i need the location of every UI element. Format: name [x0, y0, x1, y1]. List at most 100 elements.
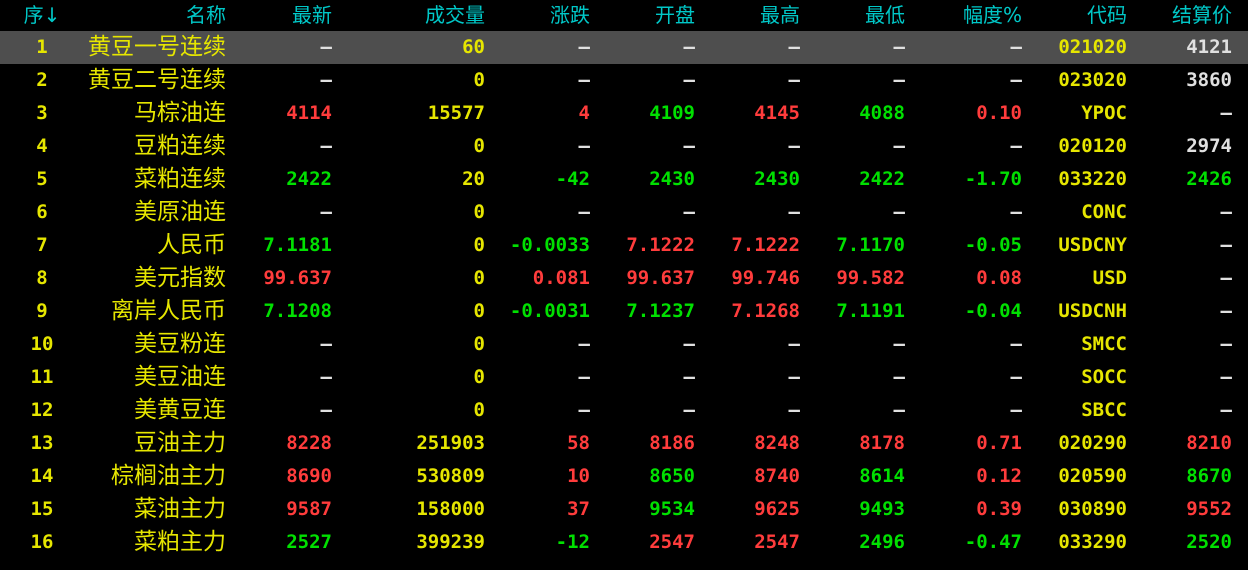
- column-header-volume[interactable]: 成交量: [425, 3, 485, 27]
- code-cell: 033220: [1058, 168, 1127, 190]
- low-cell: —: [893, 333, 905, 355]
- last-cell: —: [320, 201, 332, 223]
- code-cell: 021020: [1058, 36, 1127, 58]
- table-row[interactable]: 7 人民币 7.1181 0 -0.0033 7.1222 7.1222 7.1170 -0.0…: [0, 229, 1248, 262]
- name-cell: 美豆粉连: [134, 331, 226, 357]
- table-row[interactable]: 9 离岸人民币 7.1208 0 -0.0031 7.1237 7.1268 7.1191 -0…: [0, 295, 1248, 328]
- table-row[interactable]: 15 菜油主力 9587 158000 37 9534 9625 9493 0.39 030890…: [0, 493, 1248, 526]
- change-pct-cell: —: [1010, 399, 1022, 421]
- settle-cell: 2426: [1186, 168, 1232, 190]
- table-row[interactable]: 14 棕榈油主力 8690 530809 10 8650 8740 8614 0.12 02059…: [0, 460, 1248, 493]
- change-cell: 58: [567, 432, 590, 454]
- open-cell: —: [683, 135, 695, 157]
- code-cell: USDCNH: [1058, 300, 1127, 322]
- table-row[interactable]: 4 豆粕连续 — 0 — — — — — 020120 2974: [0, 130, 1248, 163]
- change-pct-cell: 0.39: [976, 498, 1022, 520]
- table-row[interactable]: 10 美豆粉连 — 0 — — — — — SMCC —: [0, 328, 1248, 361]
- low-cell: —: [893, 399, 905, 421]
- volume-cell: 0: [473, 300, 485, 322]
- settle-cell: —: [1220, 333, 1232, 355]
- low-cell: —: [893, 201, 905, 223]
- last-cell: 7.1208: [263, 300, 332, 322]
- high-cell: 99.746: [731, 267, 800, 289]
- column-header-open[interactable]: 开盘: [655, 3, 695, 27]
- index-cell: 1: [36, 36, 48, 58]
- last-cell: 8690: [286, 465, 332, 487]
- change-pct-cell: -0.04: [964, 300, 1022, 322]
- index-cell: 14: [30, 465, 54, 487]
- last-cell: 2527: [286, 531, 332, 553]
- open-cell: 9534: [649, 498, 695, 520]
- high-cell: 2430: [754, 168, 800, 190]
- index-cell: 10: [30, 333, 54, 355]
- table-row[interactable]: 8 美元指数 99.637 0 0.081 99.637 99.746 99.582 0.08 U…: [0, 262, 1248, 295]
- settle-cell: —: [1220, 102, 1232, 124]
- low-cell: —: [893, 36, 905, 58]
- volume-cell: 0: [473, 399, 485, 421]
- last-cell: —: [320, 135, 332, 157]
- change-cell: —: [578, 69, 590, 91]
- low-cell: 4088: [859, 102, 905, 124]
- last-cell: 2422: [286, 168, 332, 190]
- change-pct-cell: 0.12: [976, 465, 1022, 487]
- table-row[interactable]: 5 菜粕连续 2422 20 -42 2430 2430 2422 -1.70 033220 242…: [0, 163, 1248, 196]
- index-cell: 5: [36, 168, 48, 190]
- high-cell: —: [788, 69, 800, 91]
- open-cell: —: [683, 366, 695, 388]
- code-cell: 030890: [1058, 498, 1127, 520]
- column-header-low[interactable]: 最低: [865, 3, 905, 27]
- last-cell: —: [320, 399, 332, 421]
- table-row[interactable]: 6 美原油连 — 0 — — — — — CONC —: [0, 196, 1248, 229]
- code-cell: 020290: [1058, 432, 1127, 454]
- high-cell: —: [788, 333, 800, 355]
- index-cell: 15: [30, 498, 54, 520]
- column-header-code[interactable]: 代码: [1087, 3, 1127, 27]
- code-cell: 020590: [1058, 465, 1127, 487]
- open-cell: —: [683, 333, 695, 355]
- code-cell: USD: [1092, 267, 1127, 289]
- open-cell: —: [683, 69, 695, 91]
- volume-cell: 158000: [416, 498, 485, 520]
- column-header-name[interactable]: 名称: [186, 3, 226, 27]
- column-header-last[interactable]: 最新: [292, 3, 332, 27]
- open-cell: 8186: [649, 432, 695, 454]
- code-cell: USDCNY: [1058, 234, 1127, 256]
- volume-cell: 0: [473, 267, 485, 289]
- open-cell: 99.637: [626, 267, 695, 289]
- open-cell: 2547: [649, 531, 695, 553]
- low-cell: 9493: [859, 498, 905, 520]
- table-row[interactable]: 1 黄豆一号连续 — 60 — — — — — 021020 4121: [0, 31, 1248, 64]
- settle-cell: —: [1220, 201, 1232, 223]
- name-cell: 离岸人民币: [111, 298, 226, 324]
- column-header-change[interactable]: 涨跌: [550, 3, 590, 27]
- change-pct-cell: —: [1010, 69, 1022, 91]
- change-pct-cell: 0.08: [976, 267, 1022, 289]
- code-cell: SBCC: [1081, 399, 1127, 421]
- table-row[interactable]: 11 美豆油连 — 0 — — — — — SOCC —: [0, 361, 1248, 394]
- column-header-index[interactable]: 序↓: [23, 3, 61, 27]
- change-pct-cell: —: [1010, 36, 1022, 58]
- volume-cell: 0: [473, 234, 485, 256]
- settle-cell: 8210: [1186, 432, 1232, 454]
- open-cell: 7.1222: [626, 234, 695, 256]
- table-row[interactable]: 12 美黄豆连 — 0 — — — — — SBCC —: [0, 394, 1248, 427]
- settle-cell: —: [1220, 234, 1232, 256]
- table-row[interactable]: 3 马棕油连 4114 15577 4 4109 4145 4088 0.10 YPOC —: [0, 97, 1248, 130]
- index-cell: 6: [36, 201, 48, 223]
- settle-cell: —: [1220, 399, 1232, 421]
- code-cell: CONC: [1081, 201, 1127, 223]
- volume-cell: 530809: [416, 465, 485, 487]
- table-row[interactable]: 13 豆油主力 8228 251903 58 8186 8248 8178 0.71 020290…: [0, 427, 1248, 460]
- column-header-high[interactable]: 最高: [760, 3, 800, 27]
- table-row[interactable]: 16 菜粕主力 2527 399239 -12 2547 2547 2496 -0.47 0332…: [0, 526, 1248, 559]
- name-cell: 豆粕连续: [134, 133, 226, 159]
- table-row[interactable]: 2 黄豆二号连续 — 0 — — — — — 023020 3860: [0, 64, 1248, 97]
- column-header-change-pct[interactable]: 幅度%: [962, 3, 1022, 27]
- code-cell: YPOC: [1081, 102, 1127, 124]
- settle-cell: —: [1220, 267, 1232, 289]
- change-pct-cell: -1.70: [964, 168, 1022, 190]
- name-cell: 美元指数: [134, 265, 226, 291]
- index-cell: 8: [36, 267, 48, 289]
- column-header-settle[interactable]: 结算价: [1172, 3, 1232, 27]
- low-cell: 99.582: [836, 267, 905, 289]
